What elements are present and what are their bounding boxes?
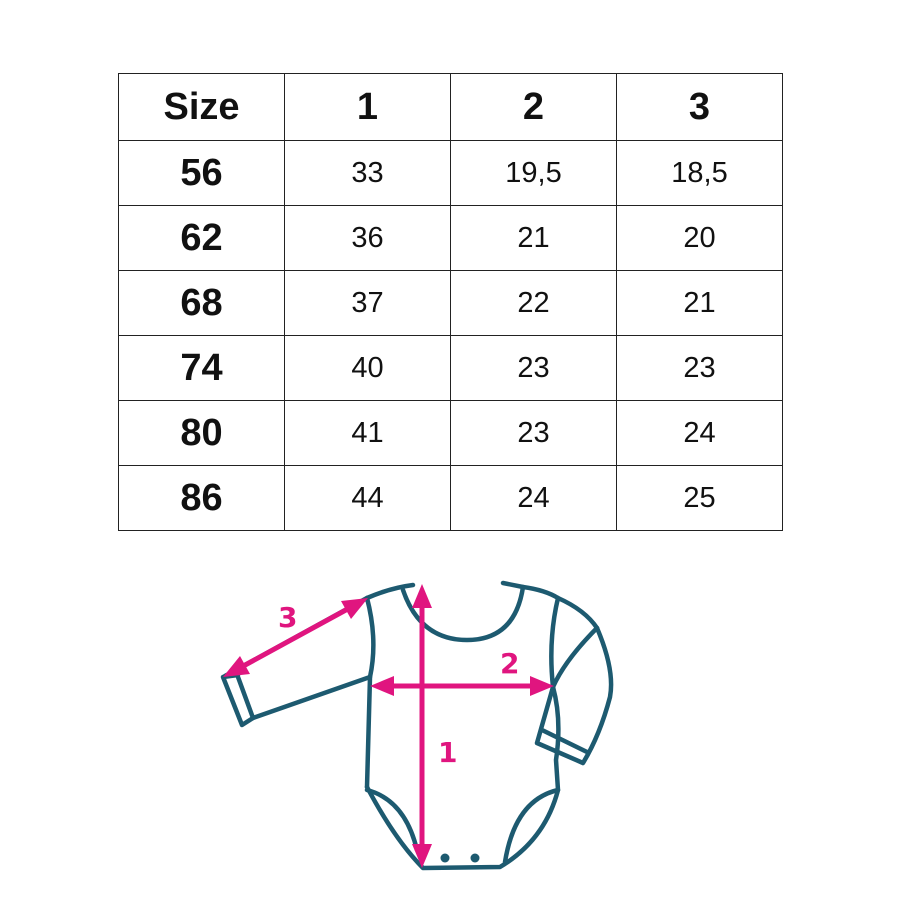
measurement-cell-1: 36 — [284, 205, 451, 271]
measurement-cell-3: 23 — [616, 335, 783, 401]
snap-buttons-icon — [440, 853, 480, 863]
table-row: 74 40 23 23 — [118, 335, 783, 401]
measurement-cell-1: 44 — [284, 465, 451, 531]
header-size: Size — [118, 73, 285, 141]
arrow-3-sleeve — [223, 598, 368, 677]
measurement-cell-3: 18,5 — [616, 140, 783, 206]
measurement-cell-2: 23 — [450, 335, 617, 401]
header-1: 1 — [284, 73, 451, 141]
measure-arrows — [223, 584, 554, 868]
arrow-2-chest — [370, 676, 554, 696]
size-cell: 68 — [118, 270, 285, 336]
size-cell: 62 — [118, 205, 285, 271]
measurement-cell-3: 20 — [616, 205, 783, 271]
size-table: Size 1 2 3 56 33 19,5 18,5 62 36 21 20 68 37 22 21 7… — [118, 73, 783, 531]
measurement-cell-3: 24 — [616, 400, 783, 466]
measurement-cell-2: 23 — [450, 400, 617, 466]
table-row: 56 33 19,5 18,5 — [118, 140, 783, 206]
arrow-1-length — [412, 584, 432, 868]
measurement-cell-1: 41 — [284, 400, 451, 466]
size-cell: 86 — [118, 465, 285, 531]
size-cell: 74 — [118, 335, 285, 401]
measurement-cell-3: 25 — [616, 465, 783, 531]
header-row: Size 1 2 3 — [118, 73, 783, 141]
table-row: 86 44 24 25 — [118, 465, 783, 531]
label-1: 1 — [438, 736, 457, 769]
measurement-cell-3: 21 — [616, 270, 783, 336]
measurement-cell-2: 24 — [450, 465, 617, 531]
table-row: 62 36 21 20 — [118, 205, 783, 271]
measurement-cell-1: 40 — [284, 335, 451, 401]
table-row: 68 37 22 21 — [118, 270, 783, 336]
measurement-cell-2: 22 — [450, 270, 617, 336]
label-3: 3 — [278, 601, 297, 634]
label-2: 2 — [500, 647, 519, 680]
measurement-cell-1: 37 — [284, 270, 451, 336]
